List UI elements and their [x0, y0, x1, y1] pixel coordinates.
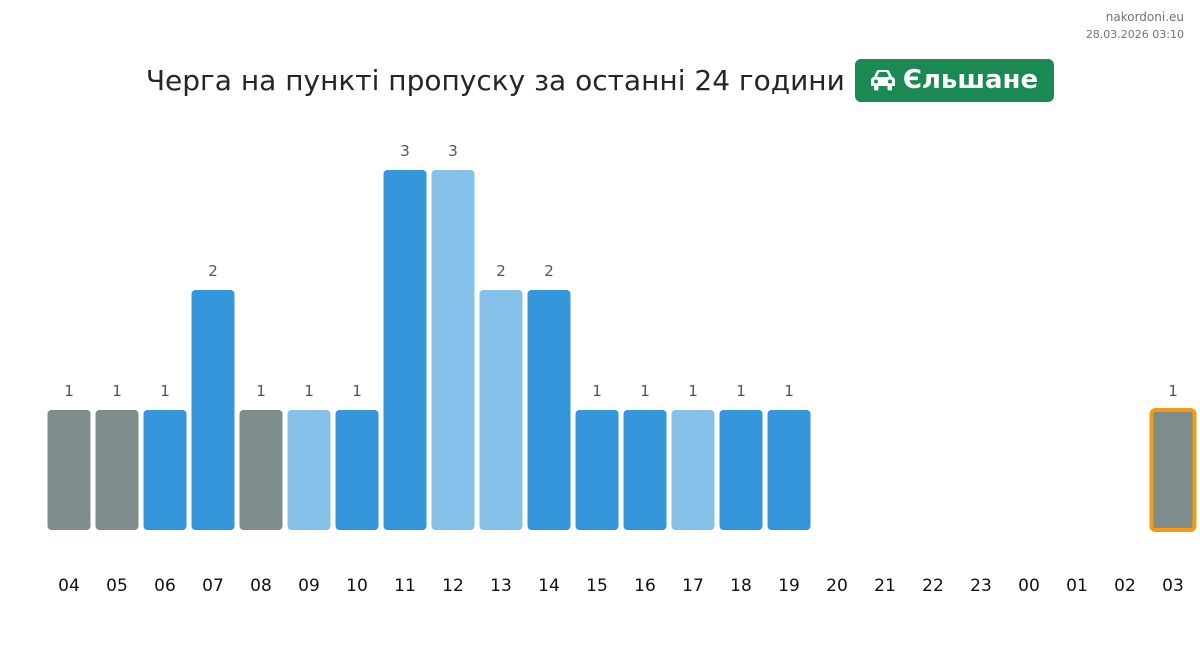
bar-value-label: 1	[640, 382, 650, 400]
x-tick-label: 07	[202, 576, 224, 596]
checkpoint-name: Єльшане	[902, 65, 1039, 95]
x-tick-label: 19	[778, 576, 800, 596]
bar-value-label: 1	[784, 382, 794, 400]
bar-value-label: 2	[208, 262, 218, 280]
bar-value-label: 1	[160, 382, 170, 400]
bar	[479, 290, 523, 530]
bar	[287, 410, 331, 530]
bar	[671, 410, 715, 530]
timestamp: 28.03.2026 03:10	[1085, 28, 1184, 41]
bar	[335, 410, 379, 530]
bar	[431, 170, 475, 530]
x-tick-label: 23	[970, 576, 992, 596]
x-tick-label: 04	[58, 576, 80, 596]
source-site[interactable]: nakordoni.eu	[1105, 10, 1184, 24]
bar-value-label: 2	[544, 262, 554, 280]
bar	[719, 410, 763, 530]
x-tick-label: 09	[298, 576, 320, 596]
bar-value-label: 2	[496, 262, 506, 280]
x-tick-label: 13	[490, 576, 512, 596]
bar-value-label: 1	[736, 382, 746, 400]
bar-value-label: 1	[256, 382, 266, 400]
x-tick-label: 22	[922, 576, 944, 596]
checkpoint-badge: Єльшане	[854, 58, 1055, 102]
x-tick-label: 10	[346, 576, 368, 596]
bar	[239, 410, 283, 530]
x-tick-label: 17	[682, 576, 704, 596]
bar-value-label: 1	[304, 382, 314, 400]
x-tick-label: 16	[634, 576, 656, 596]
x-tick-label: 06	[154, 576, 176, 596]
x-tick-label: 02	[1114, 576, 1136, 596]
bar-value-label: 1	[1168, 382, 1178, 400]
x-tick-label: 03	[1162, 576, 1184, 596]
bar-value-label: 1	[688, 382, 698, 400]
bar	[47, 410, 91, 530]
x-tick-label: 12	[442, 576, 464, 596]
source-info: nakordoni.eu 28.03.2026 03:10	[1086, 9, 1184, 43]
bar-highlighted	[1149, 408, 1197, 532]
car-icon	[869, 68, 897, 92]
bar-value-label: 3	[400, 142, 410, 160]
x-tick-label: 05	[106, 576, 128, 596]
x-tick-label: 14	[538, 576, 560, 596]
bar-value-label: 1	[112, 382, 122, 400]
x-tick-label: 01	[1066, 576, 1088, 596]
bar-value-label: 3	[448, 142, 458, 160]
title-row: Черга на пункті пропуску за останні 24 г…	[0, 58, 1200, 102]
x-tick-label: 08	[250, 576, 272, 596]
bar	[527, 290, 571, 530]
bar-value-label: 1	[592, 382, 602, 400]
bar	[143, 410, 187, 530]
x-tick-label: 18	[730, 576, 752, 596]
x-tick-label: 20	[826, 576, 848, 596]
bar-value-label: 1	[352, 382, 362, 400]
bar	[623, 410, 667, 530]
bar	[191, 290, 235, 530]
bar	[767, 410, 811, 530]
x-tick-label: 00	[1018, 576, 1040, 596]
x-tick-label: 15	[586, 576, 608, 596]
bar	[383, 170, 427, 530]
bar-value-label: 1	[64, 382, 74, 400]
bar	[95, 410, 139, 530]
x-tick-label: 11	[394, 576, 416, 596]
bar	[575, 410, 619, 530]
x-tick-label: 21	[874, 576, 896, 596]
chart-title: Черга на пункті пропуску за останні 24 г…	[145, 63, 845, 97]
